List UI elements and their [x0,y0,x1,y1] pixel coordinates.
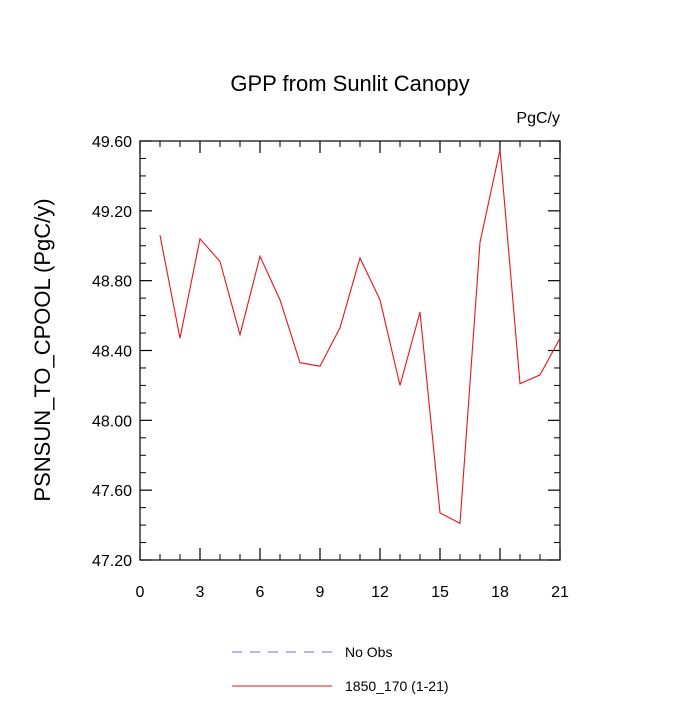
y-tick-label: 49.20 [92,204,132,221]
legend-entry-1850-170: 1850_170 (1-21) [232,678,449,694]
x-tick-label: 21 [551,584,569,601]
chart-title: GPP from Sunlit Canopy [230,71,469,96]
y-axis-label: PSNSUN_TO_CPOOL (PgC/y) [30,198,55,501]
plot-area: 0 3 6 9 12 15 18 21 47.20 47.60 48.00 48.40 48.80 49.… [92,134,569,601]
y-tick-label: 47.20 [92,553,132,570]
x-tick-label: 6 [256,584,265,601]
x-tick-label: 3 [196,584,205,601]
y-tick-label: 48.40 [92,344,132,361]
y-tick-label: 47.60 [92,483,132,500]
x-tick-label: 12 [371,584,389,601]
plot-frame [139,140,561,561]
x-tick-label: 18 [491,584,509,601]
series-line-1 [159,149,561,525]
y-tick-label: 48.00 [92,413,132,430]
legend-label-no-obs: No Obs [345,644,392,660]
x-tick-label: 0 [136,584,145,601]
x-tick-label: 9 [316,584,325,601]
x-tick-label: 15 [431,584,449,601]
legend: No Obs 1850_170 (1-21) [232,644,449,694]
legend-label-1850-170: 1850_170 (1-21) [345,678,449,694]
y-tick-label: 48.80 [92,274,132,291]
units-label: PgC/y [516,110,560,127]
legend-entry-no-obs: No Obs [232,644,392,660]
y-tick-label: 49.60 [92,134,132,151]
